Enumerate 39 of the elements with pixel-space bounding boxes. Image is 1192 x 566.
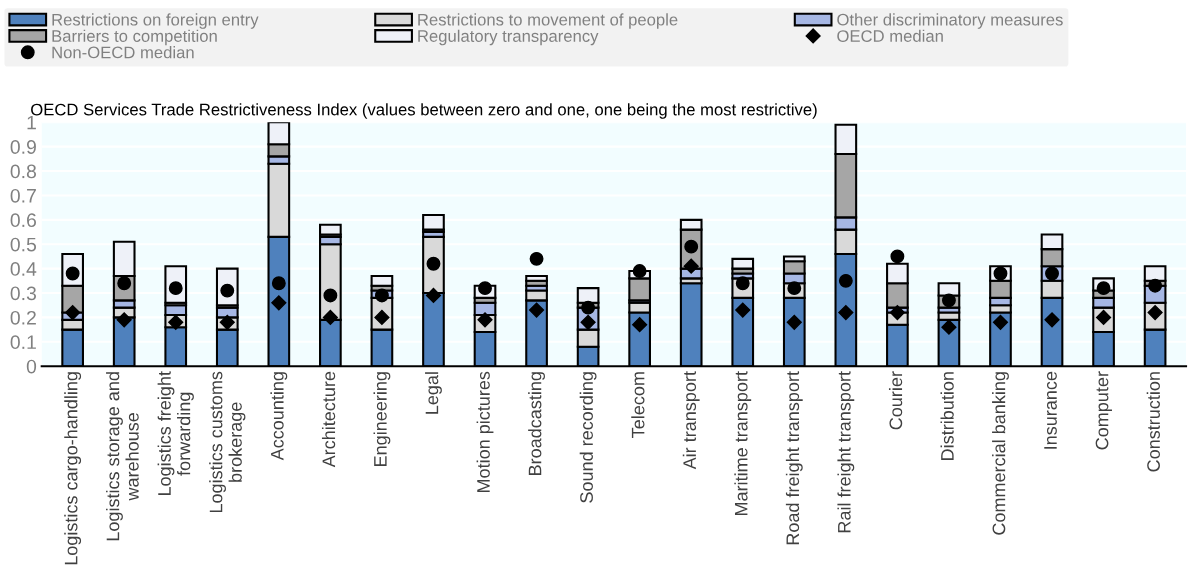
x-tick-label: Insurance bbox=[1044, 371, 1057, 449]
x-tick-label: Computer bbox=[1095, 371, 1112, 450]
legend-label: Restrictions to movement of people bbox=[418, 13, 678, 29]
legend-label: Regulatory transparency bbox=[418, 29, 599, 46]
x-tick-label: Engineering bbox=[373, 372, 391, 466]
legend-label: Other discriminatory measures bbox=[837, 13, 1063, 29]
y-tick-label: 0.7 bbox=[10, 188, 36, 203]
y-tick-label: 0.3 bbox=[10, 286, 37, 301]
x-tick-label: Motion pictures bbox=[476, 371, 494, 492]
x-tick-label: Air transport bbox=[682, 371, 700, 470]
y-tick-label: 0.1 bbox=[10, 335, 36, 350]
y-tick-label: 0.5 bbox=[10, 237, 37, 252]
x-tick-label: Road freight transport bbox=[785, 371, 803, 545]
x-tick-label: Logistics cargo-handling bbox=[64, 372, 82, 565]
x-tick-label: Logistics customs brokerage bbox=[209, 371, 246, 513]
x-tick-label: Sound recording bbox=[579, 372, 597, 503]
legend-label: Non-OECD median bbox=[52, 46, 194, 59]
y-tick-label: 1 bbox=[27, 115, 36, 130]
y-tick-label: 0 bbox=[26, 359, 37, 374]
legend-label: OECD median bbox=[837, 29, 943, 42]
x-tick-label: Construction bbox=[1146, 372, 1160, 472]
y-tick-label: 0.8 bbox=[10, 164, 37, 179]
x-tick-label: Rail freight transport bbox=[837, 371, 855, 533]
y-tick-label: 0.2 bbox=[10, 310, 36, 325]
x-tick-label: Logistics storage and warehouse bbox=[106, 372, 139, 541]
x-tick-label: Maritime transport bbox=[734, 371, 752, 516]
x-tick-label: Telecom bbox=[631, 372, 645, 438]
y-tick-label: 0.9 bbox=[10, 140, 36, 154]
x-tick-label: Distribution bbox=[940, 372, 954, 460]
x-tick-label: Legal bbox=[425, 372, 442, 414]
x-tick-label: Architecture bbox=[321, 371, 336, 468]
x-tick-label: Broadcasting bbox=[528, 372, 545, 475]
x-tick-label: Accounting bbox=[270, 372, 288, 461]
y-tick-label: 0.6 bbox=[10, 213, 37, 228]
legend-label: Restrictions on foreign entry bbox=[52, 13, 259, 29]
y-tick-label: 0.4 bbox=[10, 262, 37, 276]
x-tick-label: Courier bbox=[888, 371, 903, 430]
x-tick-label: Commercial banking bbox=[992, 372, 1009, 535]
legend-label: Barriers to competition bbox=[52, 29, 217, 46]
